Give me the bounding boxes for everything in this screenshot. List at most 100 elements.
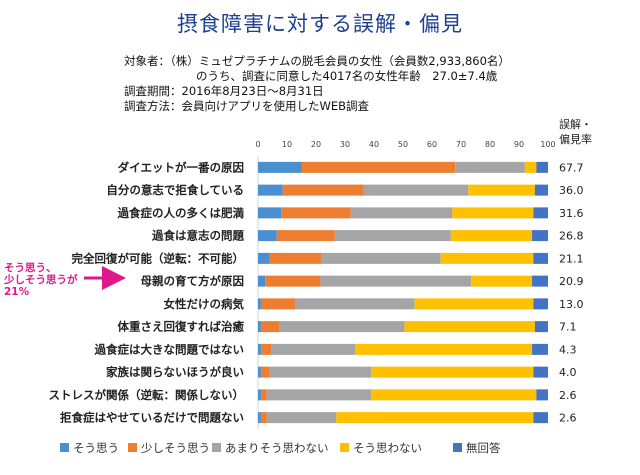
rate-value: 2.6	[559, 389, 577, 402]
rate-value: 7.1	[559, 321, 577, 334]
bar-segment	[258, 343, 261, 355]
bar-segment	[350, 207, 453, 219]
bar-segment	[279, 321, 405, 333]
x-tick-label: 20	[311, 140, 321, 149]
bar-segment	[260, 321, 280, 333]
bar-segment	[533, 298, 548, 310]
category-label: 体重さえ回復すれば治癒	[118, 320, 245, 334]
survey-info: 対象者：（株）ミュゼプラチナムの脱毛会員の女性（会員数2,933,860名） の…	[124, 54, 510, 114]
category-label: 拒食症はやせているだけで問題ない	[60, 411, 244, 425]
rate-value: 4.3	[559, 343, 577, 356]
x-tick-label: 10	[282, 140, 292, 149]
legend-label: あまりそう思わない	[225, 441, 329, 455]
x-tick-label: 40	[369, 140, 379, 149]
bar-segment	[282, 184, 364, 196]
category-label: 自分の意志で拒食している	[106, 183, 244, 197]
bar-segment	[533, 366, 548, 378]
bar-segment	[276, 230, 335, 242]
bar-segment	[334, 230, 451, 242]
bar-segment	[271, 343, 356, 355]
survey-period: 調査期間：2016年8月23日～8月31日	[124, 84, 324, 98]
bar-segment	[258, 252, 270, 264]
rate-value: 36.0	[559, 184, 584, 197]
bar-segment	[321, 252, 441, 264]
bar-segment	[258, 230, 277, 242]
bar-segment	[455, 161, 525, 173]
bar-segment	[440, 252, 534, 264]
bar-segment	[258, 207, 282, 219]
rate-value: 31.6	[559, 207, 584, 220]
category-label: 過食症は大きな問題ではない	[94, 342, 245, 356]
rate-value: 67.7	[559, 161, 584, 174]
bar-segment	[371, 389, 537, 401]
bar-segment	[524, 161, 537, 173]
legend-swatch	[340, 443, 349, 452]
bar-segment	[414, 298, 534, 310]
bar-segment	[533, 252, 548, 264]
bar-segment	[536, 389, 548, 401]
bar-segment	[532, 275, 548, 287]
bar-segment	[336, 412, 534, 424]
category-label: 母親の育て方が原因	[141, 274, 245, 288]
legend-swatch	[212, 443, 221, 452]
bar-segment	[404, 321, 535, 333]
bar-segment	[269, 252, 322, 264]
bar-segment	[260, 412, 267, 424]
legend-label: そう思う	[73, 441, 119, 455]
bar-segment	[258, 366, 261, 378]
bar-segment	[258, 412, 261, 424]
legend-label: 少しそう思う	[141, 441, 210, 455]
category-label: ストレスが関係（逆転：関係しない）	[49, 388, 245, 402]
category-label: 女性だけの病気	[164, 297, 245, 311]
callout-line2: 少しそう思うが	[4, 274, 78, 286]
bar-segment	[301, 161, 456, 173]
bar-segment	[281, 207, 351, 219]
bar-segment	[371, 366, 534, 378]
bar-segment	[260, 366, 270, 378]
callout-line3: 21%	[4, 286, 30, 298]
rate-value: 20.9	[559, 275, 584, 288]
callout-line1: そう思う、	[4, 262, 57, 274]
category-label: 過食症の人の多くは肥満	[117, 206, 245, 220]
bar-segment	[532, 343, 548, 355]
x-tick-label: 70	[456, 140, 466, 149]
survey-subjects: 対象者：（株）ミュゼプラチナムの脱毛会員の女性（会員数2,933,860名）	[124, 54, 510, 68]
bar-segment	[260, 343, 272, 355]
bar-segment	[260, 389, 267, 401]
bar-segment	[450, 230, 533, 242]
x-tick-label: 80	[485, 140, 495, 149]
rate-value: 4.0	[559, 366, 577, 379]
bar-segment	[320, 275, 472, 287]
x-tick-label: 30	[340, 140, 350, 149]
x-tick-label: 50	[398, 140, 408, 149]
rate-value: 21.1	[559, 252, 584, 265]
x-tick-label: 60	[427, 140, 437, 149]
bar-segment	[269, 366, 372, 378]
legend-swatch	[128, 443, 137, 452]
rate-value: 13.0	[559, 298, 584, 311]
bar-segment	[265, 275, 321, 287]
bar-segment	[534, 321, 548, 333]
legend-label: そう思わない	[353, 441, 422, 455]
survey-method: 調査方法：会員向けアプリを使用したWEB調査	[124, 99, 370, 113]
bar-segment	[534, 184, 548, 196]
x-tick-label: 0	[255, 140, 260, 149]
bar-segment	[258, 184, 283, 196]
legend-label: 無回答	[466, 441, 501, 455]
bar-segment	[533, 412, 548, 424]
x-tick-label: 100	[540, 140, 555, 149]
bar-segment	[258, 321, 261, 333]
x-tick-label: 90	[514, 140, 524, 149]
callout-note: そう思う、 少しそう思うが 21%	[4, 262, 78, 298]
rate-column-label-line1: 誤解・	[559, 117, 592, 131]
bar-segment	[258, 298, 261, 310]
category-label: 過食は意志の問題	[151, 229, 244, 243]
category-label: 家族は関らないほうが良い	[106, 365, 244, 379]
bar-segment	[258, 275, 266, 287]
bar-segment	[471, 275, 533, 287]
bar-segment	[266, 389, 372, 401]
bar-segment	[533, 207, 548, 219]
rate-value: 2.6	[559, 412, 577, 425]
category-label: ダイエットが一番の原因	[118, 160, 244, 174]
